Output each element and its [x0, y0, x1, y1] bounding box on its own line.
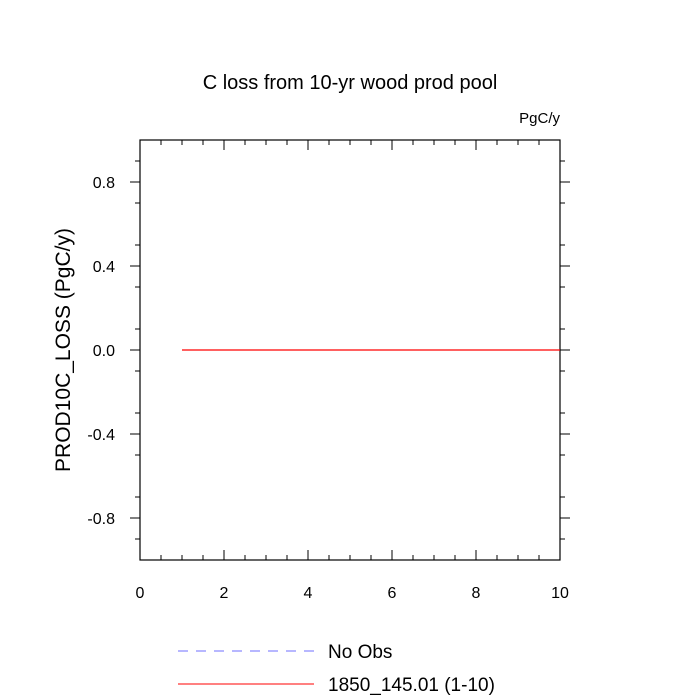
- legend-label: 1850_145.01 (1-10): [328, 675, 495, 696]
- y-tick-label: 0.0: [93, 343, 115, 360]
- x-tick-label: 8: [472, 585, 481, 602]
- chart-title: C loss from 10-yr wood prod pool: [203, 72, 498, 94]
- x-tick-label: 10: [551, 585, 569, 602]
- x-tick-label: 4: [304, 585, 313, 602]
- axis-tick-labels: 0 2 4 6 8 10 0.8 0.4 0.0 -0.4 -0.8: [87, 175, 569, 602]
- x-tick-label: 6: [388, 585, 397, 602]
- y-tick-label: 0.4: [93, 259, 115, 276]
- x-tick-label: 0: [136, 585, 145, 602]
- y-axis-label: PROD10C_LOSS (PgC/y): [52, 228, 75, 472]
- units-label: PgC/y: [519, 110, 560, 127]
- legend-label: No Obs: [328, 642, 392, 663]
- x-tick-label: 2: [220, 585, 229, 602]
- axis-ticks: [130, 140, 570, 560]
- y-tick-label: -0.4: [87, 427, 115, 444]
- legend: No Obs 1850_145.01 (1-10): [178, 642, 495, 696]
- y-tick-label: -0.8: [87, 511, 115, 528]
- y-tick-label: 0.8: [93, 175, 115, 192]
